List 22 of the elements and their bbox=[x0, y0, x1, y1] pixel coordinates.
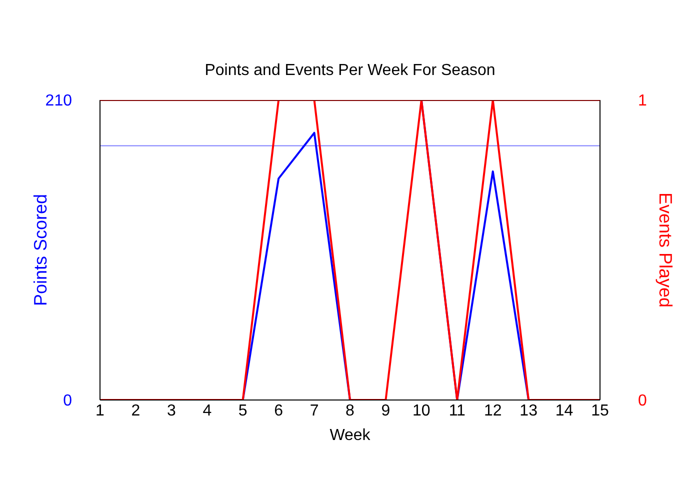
x-tick-label: 15 bbox=[591, 402, 609, 420]
y2-axis-title: Events Played bbox=[656, 192, 676, 308]
y2-tick-label: 0 bbox=[638, 392, 647, 410]
x-tick-label: 4 bbox=[202, 402, 212, 420]
x-tick-label: 14 bbox=[555, 402, 574, 420]
x-tick-label: 8 bbox=[346, 402, 355, 420]
x-tick-label: 5 bbox=[238, 402, 248, 420]
chart-title: Points and Events Per Week For Season bbox=[204, 62, 496, 80]
x-tick-label: 2 bbox=[131, 402, 140, 420]
x-tick-label: 13 bbox=[520, 402, 538, 420]
y-axis-title: Points Scored bbox=[30, 194, 50, 306]
x-tick-label: 6 bbox=[274, 402, 284, 420]
y-tick-label: 210 bbox=[45, 92, 72, 110]
x-tick-label: 9 bbox=[381, 402, 390, 420]
x-tick-label: 1 bbox=[96, 402, 105, 420]
x-tick-label: 7 bbox=[310, 402, 319, 420]
x-tick-label: 10 bbox=[412, 402, 430, 420]
x-axis-title: Week bbox=[330, 427, 372, 444]
x-tick-label: 11 bbox=[448, 402, 466, 420]
x-tick-label: 12 bbox=[484, 402, 502, 420]
y2-tick-label: 1 bbox=[638, 92, 647, 110]
x-tick-label: 3 bbox=[166, 402, 176, 420]
